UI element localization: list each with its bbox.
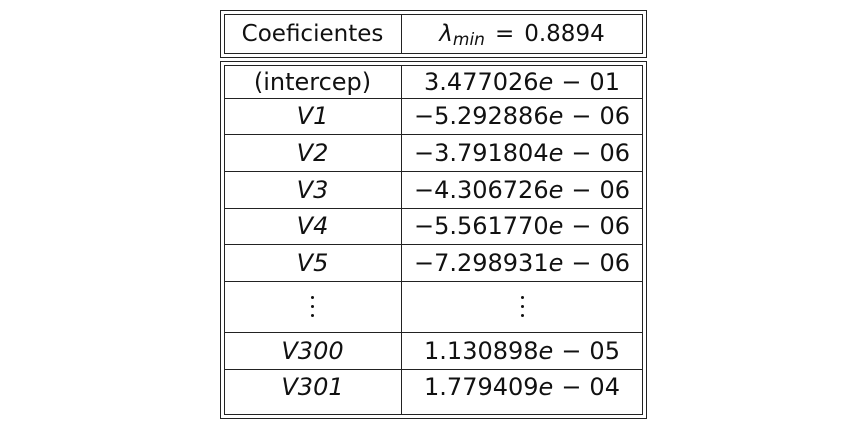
row-value-v2: −3.791804 e −06 (401, 134, 643, 171)
value-exp-e: e (548, 138, 564, 167)
value-exp-e: e (538, 336, 554, 365)
body-inner-border (224, 65, 643, 415)
row-name-label: V301 (281, 373, 344, 401)
row-value-v4: −5.561770 e −06 (401, 208, 643, 244)
row-name-label: (intercep) (253, 67, 372, 96)
value-exp-e: e (548, 102, 564, 130)
value-exp-op: − (561, 336, 582, 365)
value-exp-val: 06 (599, 138, 631, 167)
value-mantissa: 1.130898 (424, 336, 539, 365)
value-exp-op: − (571, 138, 592, 167)
row-separator (224, 134, 643, 135)
row-name-label: V2 (296, 138, 329, 167)
value-exp-op: − (561, 67, 582, 96)
row-name-intercept: (intercep) (224, 65, 401, 98)
value-exp-e: e (548, 248, 564, 277)
vertical-ellipsis-icon (311, 296, 314, 317)
row-separator (224, 332, 643, 333)
header-inner-border (224, 14, 643, 54)
row-name-v2: V2 (224, 134, 401, 171)
row-value-intercept: 3.477026 e −01 (401, 65, 643, 98)
row-value-v300: 1.130898 e −05 (401, 332, 643, 369)
row-name-v301: V301 (224, 369, 401, 405)
header-coeficientes-label: Coeficientes (241, 20, 384, 47)
value-exp-val: 06 (599, 175, 631, 204)
row-name-v1: V1 (224, 98, 401, 134)
header-lambda-min: λ min = 0.8894 (401, 14, 643, 54)
row-value-v5: −7.298931 e −06 (401, 244, 643, 281)
value-mantissa: −3.791804 (413, 138, 549, 167)
value-exp-e: e (538, 373, 554, 401)
row-name-label: V3 (296, 175, 329, 204)
row-separator (224, 171, 643, 172)
lambda-subscript: min (452, 29, 485, 50)
value-exp-e: e (538, 67, 554, 96)
vertical-ellipsis-icon (520, 296, 524, 317)
lambda-symbol: λ (439, 20, 453, 47)
value-exp-op: − (571, 102, 592, 130)
value-mantissa: −7.298931 (413, 248, 549, 277)
row-separator (224, 369, 643, 370)
value-exp-e: e (548, 212, 564, 240)
value-exp-op: − (561, 373, 582, 401)
body-outer-border (220, 61, 647, 419)
row-value-v3: −4.306726 e −06 (401, 171, 643, 208)
header-column-divider (401, 14, 402, 54)
row-name-v3: V3 (224, 171, 401, 208)
row-name-v4: V4 (224, 208, 401, 244)
value-exp-val: 04 (589, 373, 620, 401)
row-name-label: V4 (296, 212, 329, 240)
row-name-v5: V5 (224, 244, 401, 281)
row-separator (224, 244, 643, 245)
value-exp-op: − (571, 248, 592, 277)
lambda-value: 0.8894 (524, 20, 605, 47)
coefficients-table: Coeficientes λ min = 0.8894 (intercep) 3.… (220, 10, 647, 419)
row-value-v301: 1.779409 e −04 (401, 369, 643, 405)
ellipsis-cell-left (224, 281, 401, 332)
header-outer-border (220, 10, 647, 58)
value-exp-val: 06 (599, 102, 631, 130)
row-value-v1: −5.292886 e −06 (401, 98, 643, 134)
value-exp-val: 06 (599, 212, 631, 240)
lambda-equals: = (494, 20, 515, 47)
value-exp-val: 06 (599, 248, 631, 277)
value-exp-val: 05 (589, 336, 620, 365)
row-separator (224, 281, 643, 282)
row-name-label: V300 (281, 336, 344, 365)
value-exp-op: − (571, 212, 592, 240)
value-mantissa: 3.477026 (424, 67, 539, 96)
value-exp-val: 01 (589, 67, 620, 96)
value-mantissa: −5.292886 (413, 102, 549, 130)
row-separator (224, 208, 643, 209)
ellipsis-cell-right (401, 281, 643, 332)
value-mantissa: 1.779409 (424, 373, 539, 401)
value-mantissa: −4.306726 (413, 175, 549, 204)
row-separator (224, 98, 643, 99)
body-column-divider (401, 65, 402, 415)
row-name-label: V1 (296, 102, 329, 130)
header-coeficientes: Coeficientes (224, 14, 401, 54)
value-exp-e: e (548, 175, 564, 204)
value-mantissa: −5.561770 (413, 212, 549, 240)
row-name-label: V5 (296, 248, 329, 277)
row-name-v300: V300 (224, 332, 401, 369)
value-exp-op: − (571, 175, 592, 204)
